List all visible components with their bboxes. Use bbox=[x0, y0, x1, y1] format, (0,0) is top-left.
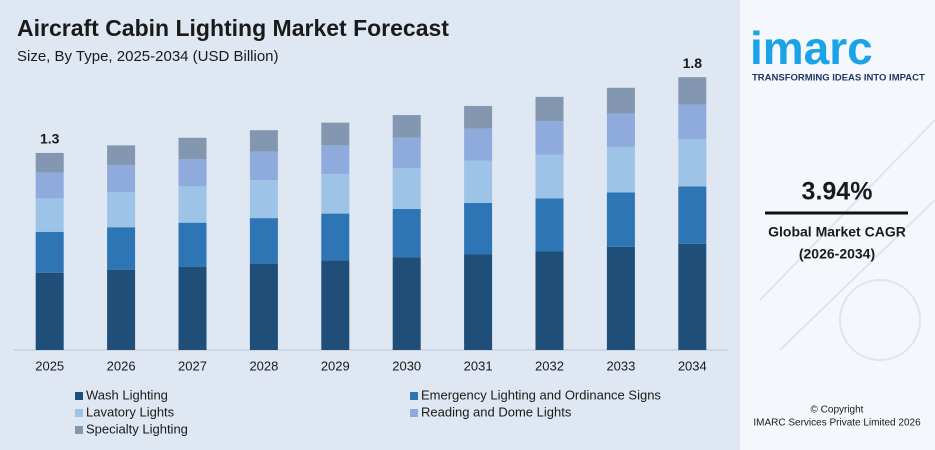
x-tick-label: 2027 bbox=[178, 358, 207, 373]
x-tick-label: 2029 bbox=[321, 358, 350, 373]
bar-segment bbox=[178, 186, 207, 223]
legend-swatch bbox=[75, 409, 83, 417]
bar-segment bbox=[321, 174, 350, 214]
x-tick-label: 2031 bbox=[464, 358, 493, 373]
bar-segment bbox=[107, 227, 136, 270]
legend-swatch bbox=[410, 392, 418, 400]
bar-segment bbox=[35, 272, 64, 350]
bar-segment bbox=[606, 192, 635, 247]
bar-segment bbox=[678, 186, 707, 244]
bar-segment bbox=[178, 222, 207, 267]
bar-segment bbox=[392, 168, 421, 210]
legend-label: Wash Lighting bbox=[86, 387, 168, 402]
bar-segment bbox=[678, 243, 707, 350]
bar-segment bbox=[464, 105, 493, 129]
legend-label: Specialty Lighting bbox=[86, 421, 188, 436]
bar-segment bbox=[535, 121, 564, 155]
bar-segment bbox=[107, 145, 136, 166]
cagr-value: 3.94% bbox=[802, 178, 873, 206]
bar-segment bbox=[606, 146, 635, 193]
sidebar-decoration bbox=[759, 119, 935, 361]
bar-segment bbox=[535, 154, 564, 199]
x-tick-label: 2033 bbox=[606, 358, 635, 373]
chart-subtitle: Size, By Type, 2025-2034 (USD Billion) bbox=[17, 48, 279, 65]
bar-segment bbox=[392, 257, 421, 350]
bar-segment bbox=[606, 87, 635, 114]
copyright-owner: IMARC Services Private Limited 2026 bbox=[753, 418, 921, 429]
cagr-label: Global Market CAGR bbox=[768, 224, 906, 240]
legend-label: Emergency Lighting and Ordinance Signs bbox=[421, 387, 661, 402]
bar-segment bbox=[606, 113, 635, 147]
bar-segment bbox=[392, 209, 421, 258]
legend-swatch bbox=[75, 392, 83, 400]
bar-segment bbox=[535, 251, 564, 350]
bar-segment bbox=[107, 192, 136, 228]
bar-segment bbox=[464, 160, 493, 203]
legend-swatch bbox=[75, 426, 83, 434]
legend-swatch bbox=[410, 409, 418, 417]
x-tick-label: 2025 bbox=[35, 358, 64, 373]
bar-segment bbox=[321, 122, 350, 146]
bar-segment bbox=[678, 139, 707, 187]
bar-segment bbox=[249, 180, 278, 219]
bar-segment bbox=[678, 104, 707, 140]
copyright: © Copyright bbox=[811, 405, 864, 416]
legend-label: Reading and Dome Lights bbox=[421, 404, 572, 419]
bar-segment bbox=[464, 254, 493, 350]
total-label: 1.3 bbox=[40, 131, 60, 147]
bar-segment bbox=[35, 172, 64, 199]
legend-label: Lavatory Lights bbox=[86, 404, 175, 419]
bar-segment bbox=[35, 198, 64, 232]
bar-segment bbox=[178, 159, 207, 187]
bar-segment bbox=[178, 266, 207, 350]
logo: imarc bbox=[750, 22, 873, 74]
x-tick-label: 2032 bbox=[535, 358, 564, 373]
x-tick-label: 2026 bbox=[107, 358, 136, 373]
bar-segment bbox=[249, 151, 278, 181]
chart-title: Aircraft Cabin Lighting Market Forecast bbox=[17, 15, 449, 41]
x-tick-label: 2034 bbox=[678, 358, 707, 373]
bar-segment bbox=[392, 115, 421, 138]
bar-segment bbox=[535, 198, 564, 252]
x-tick-label: 2028 bbox=[249, 358, 278, 373]
bar-segment bbox=[321, 145, 350, 175]
cagr-period: (2026-2034) bbox=[799, 246, 875, 262]
bar-segment bbox=[35, 152, 64, 173]
total-label: 1.8 bbox=[683, 55, 703, 71]
tagline: TRANSFORMING IDEAS INTO IMPACT bbox=[752, 73, 925, 84]
bar-segment bbox=[178, 137, 207, 160]
bar-segment bbox=[249, 218, 278, 264]
bar-segment bbox=[35, 231, 64, 273]
bar-segment bbox=[606, 246, 635, 350]
bar-segment bbox=[249, 130, 278, 152]
bar-segment bbox=[464, 202, 493, 255]
bar-segment bbox=[464, 128, 493, 161]
bar-segment bbox=[107, 269, 136, 350]
bar-segment bbox=[392, 137, 421, 169]
bar-segment bbox=[321, 260, 350, 350]
sidebar-background bbox=[740, 0, 935, 450]
bar-segment bbox=[535, 96, 564, 122]
bar-segment bbox=[249, 263, 278, 350]
bar-segment bbox=[678, 77, 707, 105]
x-tick-label: 2030 bbox=[392, 358, 421, 373]
bar-segment bbox=[107, 165, 136, 193]
bar-segment bbox=[321, 213, 350, 261]
